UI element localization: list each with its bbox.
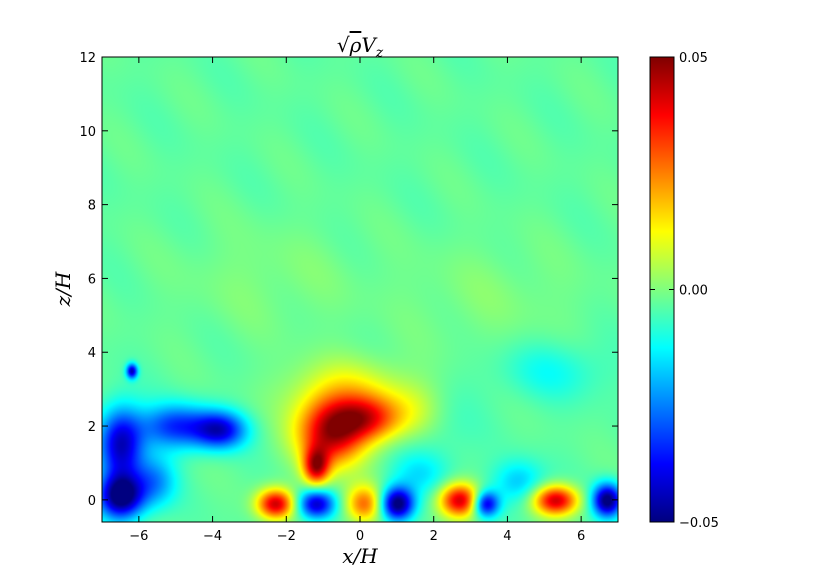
y-tick-label: 4 bbox=[88, 346, 96, 361]
x-tick-label: 6 bbox=[577, 529, 585, 544]
y-axis-title: z/H bbox=[51, 271, 75, 307]
x-tick-label: 2 bbox=[430, 529, 438, 544]
title-v: V bbox=[361, 33, 378, 57]
y-tick-label: 0 bbox=[88, 494, 96, 509]
x-tick-label: 0 bbox=[356, 529, 364, 544]
colorbar-ticks: −0.05 0.00 0.05 bbox=[650, 51, 719, 531]
x-tick-label: 4 bbox=[503, 529, 511, 544]
colorbar-tick-label: 0.05 bbox=[679, 51, 708, 66]
heatmap-canvas bbox=[102, 57, 618, 522]
y-tick-label: 10 bbox=[79, 125, 96, 140]
y-axis: 0 2 4 6 8 10 12 bbox=[79, 51, 618, 509]
title-sub: z bbox=[375, 45, 384, 61]
heatmap-plot-area bbox=[101, 56, 619, 523]
y-tick-label: 8 bbox=[88, 199, 96, 214]
title-sqrt: √ bbox=[337, 33, 350, 57]
x-tick-label: −2 bbox=[277, 529, 296, 544]
y-tick-label: 12 bbox=[79, 51, 96, 66]
chart-title: √ρVz bbox=[337, 33, 384, 61]
x-axis-title: x/H bbox=[342, 544, 378, 568]
title-rho: ρ bbox=[349, 33, 362, 57]
x-tick-label: −4 bbox=[203, 529, 222, 544]
y-tick-label: 2 bbox=[88, 420, 96, 435]
x-tick-label: −6 bbox=[129, 529, 148, 544]
colorbar-tick-label: −0.05 bbox=[679, 516, 719, 531]
x-axis: −6 −4 −2 0 2 4 6 bbox=[129, 57, 585, 544]
y-tick-label: 6 bbox=[88, 272, 96, 287]
colorbar-tick-label: 0.00 bbox=[679, 284, 708, 299]
